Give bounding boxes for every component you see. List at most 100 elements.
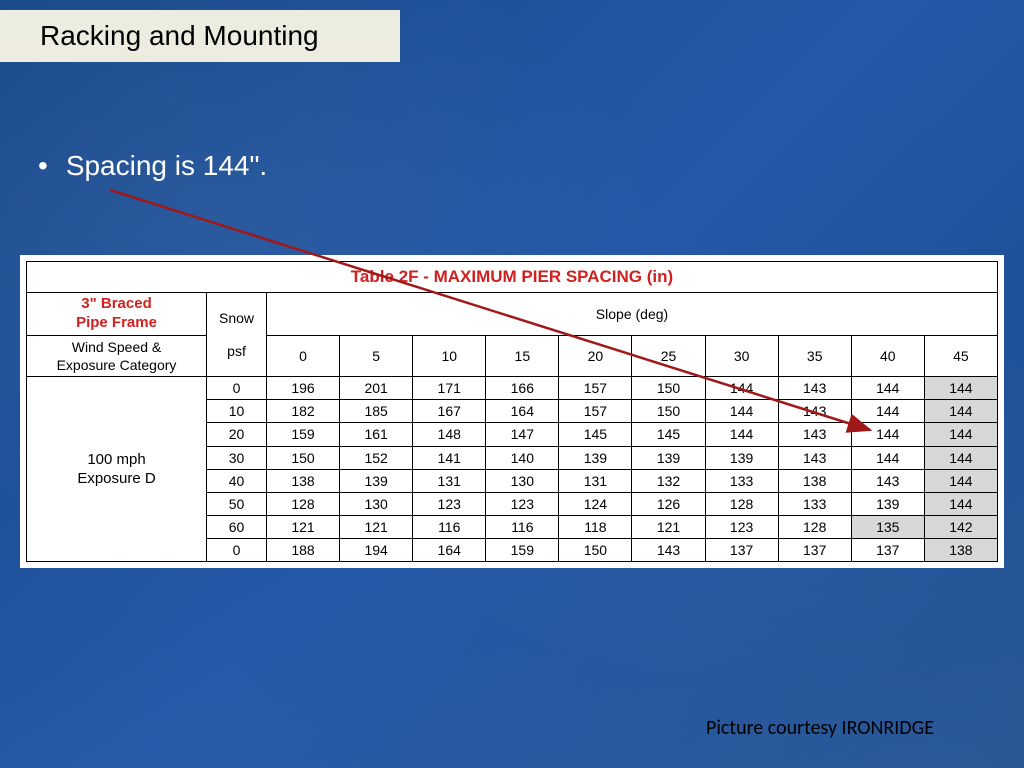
data-cell: 126 [632,492,705,515]
slope-col: 15 [486,335,559,376]
data-cell: 144 [924,400,997,423]
data-cell: 144 [705,376,778,399]
snow-label: Snow [211,309,262,327]
data-cell: 131 [559,469,632,492]
table-row: 100 mphExposure D01962011711661571501441… [27,376,998,399]
data-cell: 159 [267,423,340,446]
data-cell: 130 [340,492,413,515]
data-cell: 196 [267,376,340,399]
corner-header: 3" BracedPipe Frame [27,293,207,336]
snow-cell: 10 [207,400,267,423]
slope-col: 20 [559,335,632,376]
data-cell: 144 [924,423,997,446]
data-cell: 143 [632,539,705,562]
data-cell: 143 [778,376,851,399]
data-cell: 164 [486,400,559,423]
data-cell: 116 [486,516,559,539]
data-cell: 137 [705,539,778,562]
data-cell: 138 [924,539,997,562]
data-cell: 144 [924,446,997,469]
data-cell: 124 [559,492,632,515]
data-cell: 144 [705,423,778,446]
snow-cell: 40 [207,469,267,492]
data-cell: 137 [851,539,924,562]
bullet-text: Spacing is 144". [66,150,267,181]
data-cell: 164 [413,539,486,562]
snow-cell: 50 [207,492,267,515]
data-cell: 132 [632,469,705,492]
snow-cell: 0 [207,539,267,562]
slide-title: Racking and Mounting [40,20,319,51]
data-cell: 139 [559,446,632,469]
data-cell: 135 [851,516,924,539]
data-cell: 144 [924,469,997,492]
data-cell: 118 [559,516,632,539]
slide-title-bar: Racking and Mounting [0,10,400,62]
row-group-header: 100 mphExposure D [27,376,207,562]
wind-header: Wind Speed &Exposure Category [27,335,207,376]
data-cell: 145 [632,423,705,446]
snow-header: Snow psf [207,293,267,377]
data-cell: 138 [778,469,851,492]
data-cell: 128 [705,492,778,515]
data-cell: 150 [632,400,705,423]
data-cell: 143 [778,423,851,446]
data-cell: 144 [851,400,924,423]
data-cell: 144 [705,400,778,423]
data-cell: 138 [267,469,340,492]
data-cell: 141 [413,446,486,469]
data-cell: 139 [851,492,924,515]
data-cell: 123 [486,492,559,515]
data-cell: 139 [705,446,778,469]
data-cell: 123 [413,492,486,515]
slope-col: 5 [340,335,413,376]
data-cell: 143 [851,469,924,492]
data-cell: 121 [632,516,705,539]
image-credit: Picture courtesy IRONRIDGE [706,716,934,740]
data-cell: 116 [413,516,486,539]
bullet-marker: • [38,150,48,182]
data-cell: 188 [267,539,340,562]
data-cell: 128 [267,492,340,515]
data-cell: 194 [340,539,413,562]
data-cell: 128 [778,516,851,539]
slope-col: 30 [705,335,778,376]
slope-col: 0 [267,335,340,376]
wind-header-text: Wind Speed &Exposure Category [57,339,177,373]
data-cell: 130 [486,469,559,492]
snow-cell: 20 [207,423,267,446]
snow-unit: psf [211,342,262,360]
data-cell: 157 [559,400,632,423]
table-title: Table 2F - MAXIMUM PIER SPACING (in) [27,262,998,293]
data-cell: 133 [778,492,851,515]
data-cell: 144 [924,492,997,515]
data-cell: 157 [559,376,632,399]
pier-spacing-table-container: Table 2F - MAXIMUM PIER SPACING (in) 3" … [20,255,1004,568]
data-cell: 137 [778,539,851,562]
data-cell: 145 [559,423,632,446]
data-cell: 142 [924,516,997,539]
data-cell: 150 [559,539,632,562]
slope-header: Slope (deg) [267,293,998,336]
data-cell: 161 [340,423,413,446]
data-cell: 139 [632,446,705,469]
data-cell: 121 [267,516,340,539]
data-cell: 201 [340,376,413,399]
data-cell: 167 [413,400,486,423]
data-cell: 185 [340,400,413,423]
data-cell: 131 [413,469,486,492]
data-cell: 140 [486,446,559,469]
data-cell: 144 [851,376,924,399]
data-cell: 166 [486,376,559,399]
slope-col: 25 [632,335,705,376]
data-cell: 143 [778,446,851,469]
snow-cell: 30 [207,446,267,469]
slope-col: 45 [924,335,997,376]
data-cell: 144 [851,446,924,469]
corner-header-text: 3" BracedPipe Frame [76,295,157,331]
data-cell: 150 [267,446,340,469]
pier-spacing-table: Table 2F - MAXIMUM PIER SPACING (in) 3" … [26,261,998,562]
data-cell: 123 [705,516,778,539]
data-cell: 139 [340,469,413,492]
data-cell: 152 [340,446,413,469]
